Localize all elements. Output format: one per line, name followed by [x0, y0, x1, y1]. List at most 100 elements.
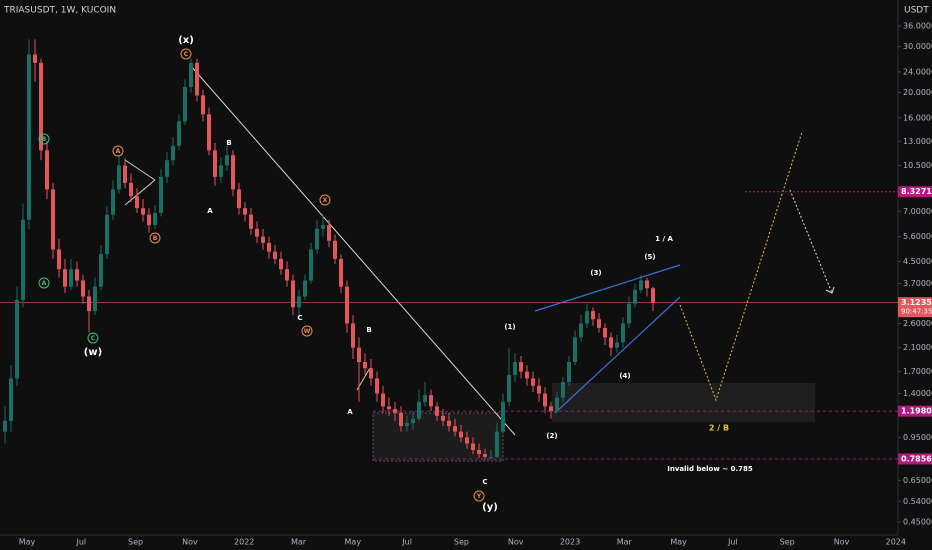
candle-body — [435, 406, 439, 416]
candle-body — [159, 176, 163, 214]
candle-body — [87, 296, 91, 312]
y-tick-label: 13.00000 — [903, 137, 932, 146]
candle-body — [273, 251, 277, 259]
x-tick-label: Nov — [834, 538, 850, 547]
y-tick-label: 7.00000 — [903, 207, 932, 216]
candle-body — [303, 280, 307, 297]
candle-body — [471, 443, 475, 451]
candle-body — [243, 208, 247, 215]
wave-label: 2 / B — [709, 424, 729, 433]
candle-body — [573, 337, 577, 362]
sub-wave-line — [124, 179, 156, 206]
candle-body — [261, 236, 265, 243]
candle-body — [591, 311, 595, 320]
wave-label: (3) — [590, 269, 601, 277]
candle-body — [249, 214, 253, 229]
y-tick-label: 2.10000 — [903, 343, 932, 352]
wave-label: C — [184, 51, 189, 58]
candle-body — [177, 121, 181, 146]
candle-body — [195, 62, 199, 96]
wave-circle — [180, 48, 192, 60]
wave-label: (y) — [482, 502, 498, 513]
x-tick-label: 2023 — [560, 538, 580, 547]
candle-body — [555, 397, 559, 411]
candle-body — [603, 327, 607, 338]
candle-body — [225, 155, 229, 166]
y-tick-label: 10.50000 — [903, 161, 932, 170]
x-tick-label: Sep — [128, 538, 143, 547]
candles — [3, 39, 655, 460]
wave-label: A — [116, 148, 121, 155]
wave-label: W — [304, 328, 311, 335]
candle-body — [447, 420, 451, 427]
wave-label: (4) — [619, 372, 630, 380]
x-tick-label: May — [19, 538, 36, 547]
y-tick-label: 0.45000 — [903, 518, 932, 527]
candle-body — [81, 280, 85, 297]
candle-body — [531, 378, 535, 386]
wave-circle — [319, 194, 331, 206]
candle-body — [369, 368, 373, 379]
candle-body — [291, 280, 295, 308]
candle-body — [255, 228, 259, 237]
channel-upper — [534, 264, 681, 312]
candle-body — [579, 323, 583, 338]
candle-body — [147, 214, 151, 226]
wave-label: (2) — [546, 432, 557, 440]
candle-body — [615, 342, 619, 348]
y-tick-label: 2.60000 — [903, 319, 932, 328]
candle-body — [507, 374, 511, 402]
x-tick-label: May — [670, 538, 687, 547]
y-tick-label: 1.70000 — [903, 367, 932, 376]
candle-body — [543, 393, 547, 407]
wave-label: A — [207, 207, 213, 215]
wave-circle — [149, 232, 161, 244]
wave-circle — [112, 145, 124, 157]
candle-body — [357, 347, 361, 362]
price-tag — [898, 405, 932, 417]
y-tick-label: 16.00000 — [903, 113, 932, 122]
candle-body — [75, 269, 79, 281]
candle-body — [501, 401, 505, 432]
wave-label: B — [366, 326, 371, 334]
candle-body — [327, 225, 331, 241]
candle-body — [453, 426, 457, 432]
candle-body — [33, 54, 37, 63]
x-tick-label: Sep — [780, 538, 795, 547]
wave-circle — [473, 490, 485, 502]
x-tick-label: May — [345, 538, 362, 547]
candle-body — [627, 303, 631, 324]
axis-unit: USDT — [904, 6, 929, 16]
candle-body — [519, 361, 523, 372]
candle-body — [333, 240, 337, 259]
wave-circle — [87, 332, 99, 344]
wave-label: 1 / A — [655, 235, 673, 243]
candle-body — [45, 150, 49, 190]
price-tag-countdown: 90:47:35 — [901, 308, 932, 316]
wave-circle — [301, 325, 313, 337]
candle-body — [213, 150, 217, 177]
candle-body — [633, 289, 637, 304]
zone-box — [372, 412, 504, 462]
y-tick-label: 20.00000 — [903, 88, 932, 97]
candle-body — [27, 54, 31, 220]
candle-body — [123, 165, 127, 183]
candle-body — [279, 258, 283, 270]
candle-body — [321, 225, 325, 229]
candle-body — [585, 311, 589, 324]
candle-body — [201, 95, 205, 115]
wave-label: A — [42, 280, 47, 287]
candle-body — [141, 208, 145, 215]
candle-body — [375, 378, 379, 394]
candle-body — [459, 431, 463, 438]
candle-body — [513, 361, 517, 375]
wave-label: Y — [476, 493, 482, 500]
wave-label: C — [297, 314, 302, 322]
candle-body — [9, 378, 13, 421]
price-tag-label: 0.78560 — [901, 454, 932, 463]
candle-body — [267, 242, 271, 252]
chart-title: TRIASUSDT, 1W, KUCOIN — [3, 6, 116, 16]
candle-body — [219, 165, 223, 177]
candle-body — [105, 214, 109, 255]
